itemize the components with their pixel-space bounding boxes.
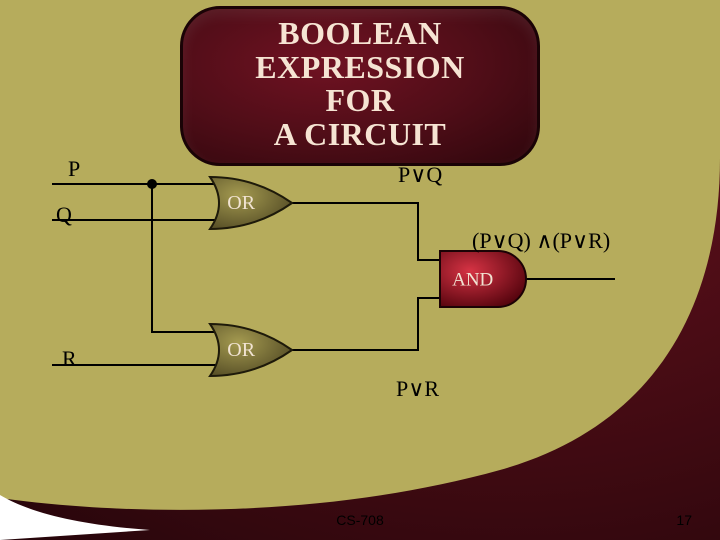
gate-label: AND bbox=[452, 270, 493, 291]
expression-label: P∨R bbox=[396, 376, 439, 402]
footer-course-code: CS-708 bbox=[336, 512, 383, 528]
wire bbox=[288, 298, 452, 350]
expression-label: P∨Q bbox=[398, 162, 442, 188]
gate-label: OR bbox=[227, 192, 255, 214]
wires bbox=[52, 184, 615, 365]
wire bbox=[288, 203, 452, 260]
input-label-R: R bbox=[62, 346, 77, 372]
input-label-Q: Q bbox=[56, 202, 72, 228]
wire-junction bbox=[147, 179, 157, 189]
footer-page-number: 17 bbox=[676, 512, 692, 528]
circuit-diagram: OR OR AND bbox=[0, 0, 720, 540]
gates: OR OR AND bbox=[210, 177, 526, 376]
wire bbox=[152, 184, 222, 332]
input-label-P: P bbox=[68, 156, 80, 182]
expression-label: (P∨Q) ∧(P∨R) bbox=[472, 228, 610, 254]
gate-label: OR bbox=[227, 339, 255, 361]
